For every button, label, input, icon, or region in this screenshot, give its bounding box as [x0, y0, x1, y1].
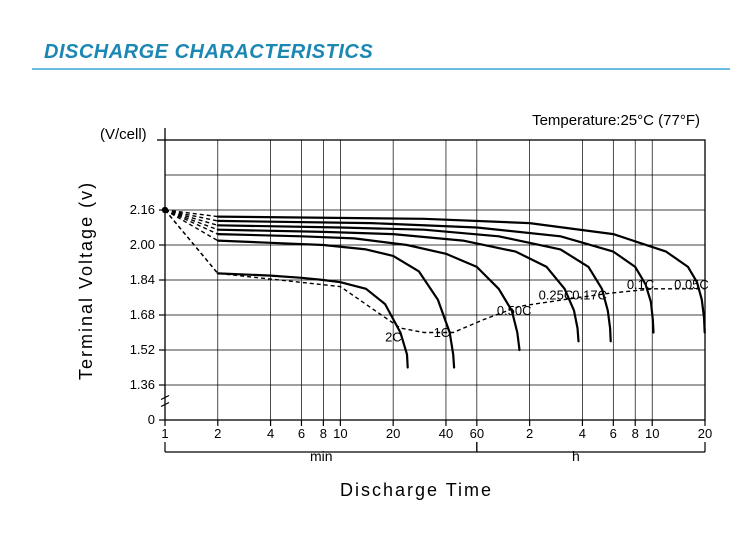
- svg-text:2C: 2C: [385, 329, 402, 344]
- svg-text:0: 0: [148, 412, 155, 427]
- svg-text:1C: 1C: [434, 325, 451, 340]
- svg-text:4: 4: [267, 426, 274, 441]
- svg-text:0.17C: 0.17C: [572, 288, 607, 303]
- svg-text:10: 10: [333, 426, 347, 441]
- svg-text:1.36: 1.36: [130, 377, 155, 392]
- svg-text:6: 6: [298, 426, 305, 441]
- svg-text:2: 2: [526, 426, 533, 441]
- svg-text:20: 20: [386, 426, 400, 441]
- svg-text:1.52: 1.52: [130, 342, 155, 357]
- svg-text:2.00: 2.00: [130, 237, 155, 252]
- svg-text:2: 2: [214, 426, 221, 441]
- svg-text:10: 10: [645, 426, 659, 441]
- svg-text:40: 40: [439, 426, 453, 441]
- svg-text:1: 1: [161, 426, 168, 441]
- svg-text:8: 8: [632, 426, 639, 441]
- svg-text:6: 6: [610, 426, 617, 441]
- svg-text:0.25C: 0.25C: [539, 288, 574, 303]
- svg-text:60: 60: [470, 426, 484, 441]
- svg-text:4: 4: [579, 426, 586, 441]
- discharge-chart: 01.361.521.681.842.002.16124681020406024…: [0, 0, 750, 542]
- svg-text:0.50C: 0.50C: [497, 303, 532, 318]
- svg-text:8: 8: [320, 426, 327, 441]
- svg-text:1.84: 1.84: [130, 272, 155, 287]
- svg-text:1.68: 1.68: [130, 307, 155, 322]
- page: { "title": { "text": "DISCHARGE CHARACTE…: [0, 0, 750, 542]
- svg-text:20: 20: [698, 426, 712, 441]
- svg-text:2.16: 2.16: [130, 202, 155, 217]
